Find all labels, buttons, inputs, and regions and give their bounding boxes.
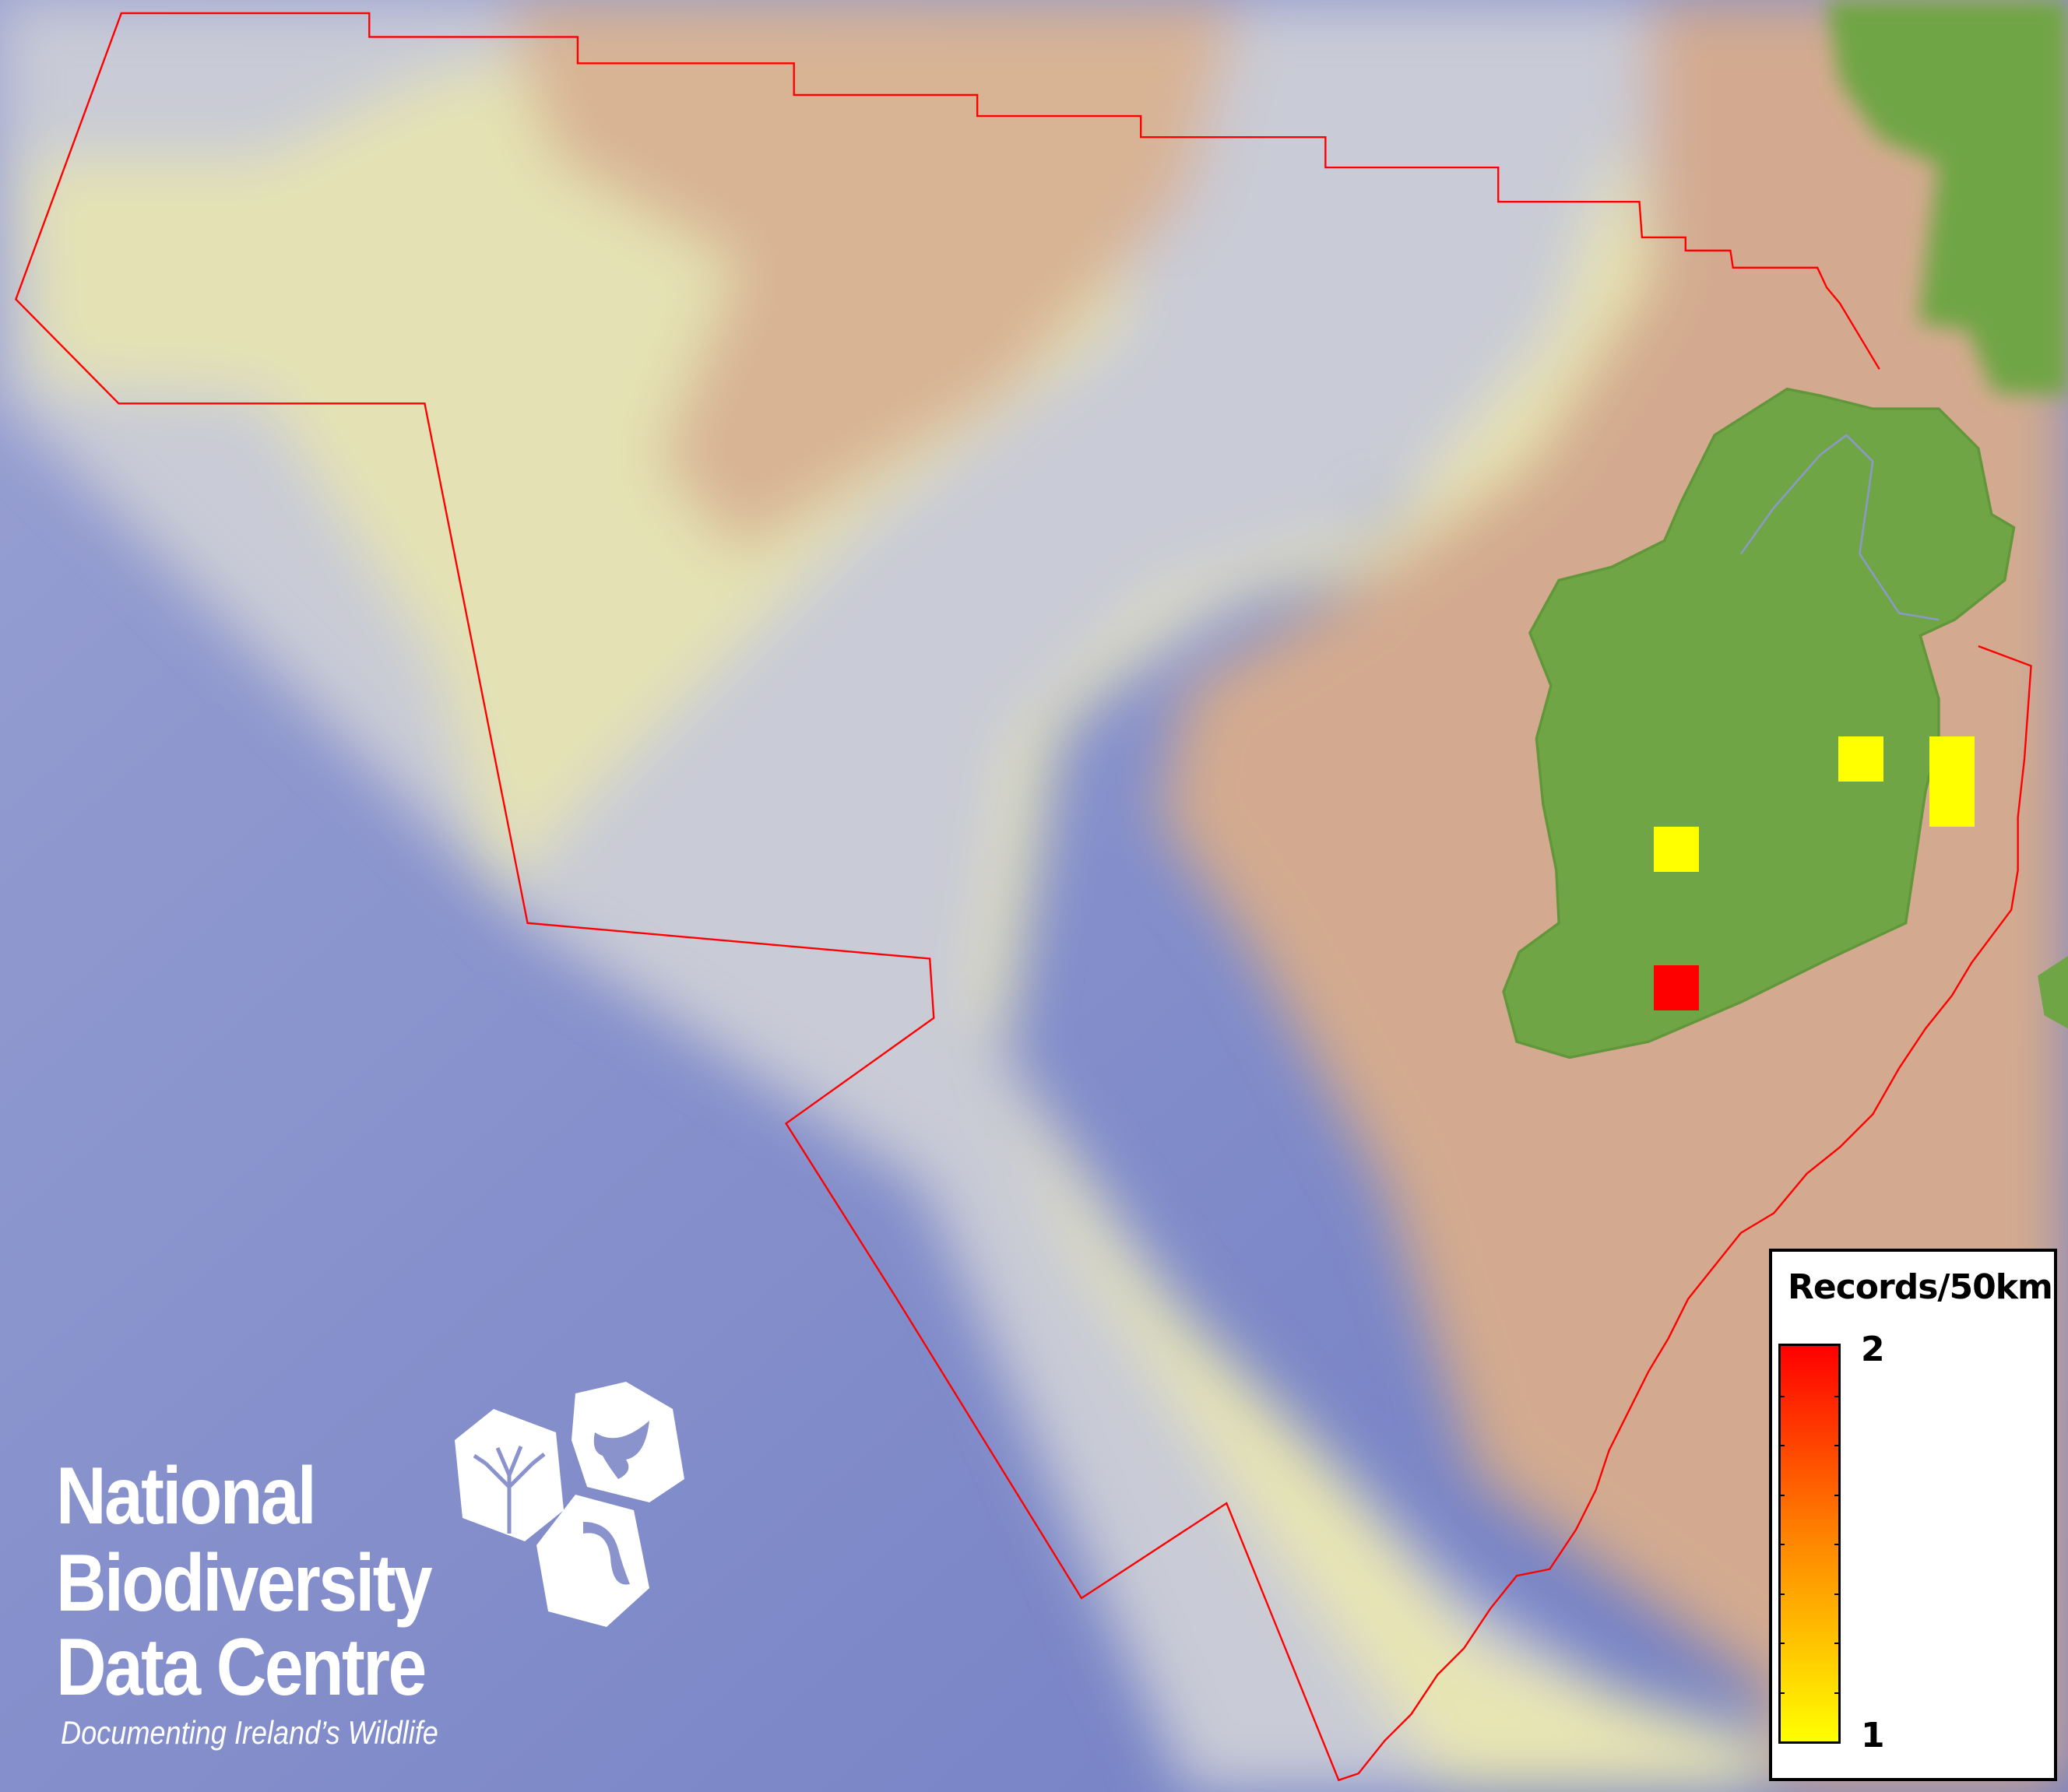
record-cell[interactable]	[1929, 736, 1975, 782]
record-cell[interactable]	[1654, 965, 1699, 1010]
plant-hexagon-icon	[455, 1409, 564, 1541]
logo-tagline: Documenting Ireland’s Wildlife	[61, 1714, 438, 1751]
shelf-tan-north	[501, 0, 1240, 554]
logo-line-1: National	[56, 1451, 317, 1541]
legend-title: Records/50km	[1788, 1267, 2053, 1307]
butterfly-hexagon-icon	[572, 1382, 684, 1502]
ireland-land	[1502, 387, 2016, 1059]
nbdc-logo: National Biodiversity Data Centre Docume…	[56, 1378, 710, 1767]
scotland-land	[1827, 0, 2068, 396]
logo-hexagons	[455, 1382, 684, 1627]
legend-min-label: 1	[1861, 1716, 1885, 1755]
colorbar	[1778, 1344, 1841, 1744]
study-area-boundary	[14, 12, 2032, 1782]
island-land	[2038, 956, 2068, 1029]
seahorse-hexagon-icon	[536, 1495, 649, 1627]
legend-max-label: 2	[1861, 1330, 1885, 1369]
record-cell[interactable]	[1838, 736, 1883, 782]
record-cell[interactable]	[1654, 827, 1699, 872]
record-cell[interactable]	[1929, 782, 1975, 827]
legend: Records/50km 2 1	[1769, 1249, 2057, 1781]
logo-line-2: Biodiversity	[56, 1538, 433, 1629]
border-line	[1739, 434, 1940, 621]
shelf-rim	[976, 132, 1767, 1792]
logo-line-3: Data Centre	[56, 1622, 427, 1713]
